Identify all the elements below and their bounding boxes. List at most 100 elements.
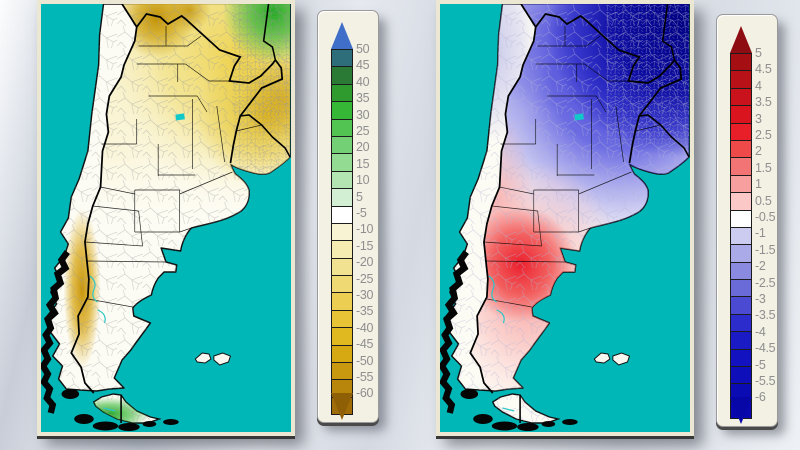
colorbar-label: -6 (755, 390, 766, 405)
colorbar-label: 3 (755, 111, 762, 126)
colorbar-label: 30 (356, 107, 370, 122)
colorbar-cell (332, 344, 352, 363)
colorbar-label: 4.5 (755, 62, 772, 77)
colorbar-label: -4.5 (755, 341, 776, 356)
colorbar-cell (731, 122, 751, 140)
colorbar-cell (332, 222, 352, 241)
colorbar-label: -5 (755, 357, 766, 372)
colorbar-cell (332, 240, 352, 258)
colorbar-label: -3 (755, 292, 766, 306)
colorbar-cell (332, 309, 352, 328)
colorbar-label: -25 (356, 271, 374, 286)
precip-anomaly-map-panel (37, 0, 295, 436)
mar-chiquita-lake (574, 113, 584, 121)
temp-colorbar-labels: 5 4.5 4 3.5 3 2.5 2 1.5 1 0.5 -0.5 -1 -1.5 -2 -2.5 -3 -3… (755, 46, 779, 416)
temp-colorbar-cells (730, 53, 752, 420)
colorbar-cell (332, 379, 352, 397)
colorbar-label: -2 (755, 259, 766, 274)
colorbar-cell (731, 87, 751, 106)
colorbar-cell (731, 139, 751, 158)
colorbar-label: -40 (356, 320, 374, 335)
colorbar-cell (332, 135, 352, 154)
colorbar-cell (731, 313, 751, 332)
colorbar-cell (731, 105, 751, 123)
colorbar-label: 4 (755, 78, 762, 93)
colorbar-label: 3.5 (755, 95, 772, 110)
isla-de-los-estados (562, 419, 578, 425)
anomaly-field (44, 4, 291, 423)
precip-colorbar-labels: 50 45 40 35 30 25 20 15 10 5 -5 -10 -15 -20 -25 -30 -35-… (356, 42, 380, 412)
colorbar-cell (332, 327, 352, 345)
fjord-coastline (440, 250, 578, 431)
colorbar-label: -1 (755, 226, 766, 241)
colorbar-label: -2.5 (755, 275, 776, 290)
temp-colorbar-panel: 5 4.5 4 3.5 3 2.5 2 1.5 1 0.5 -0.5 -1 -1.5 -2 -2.5 -3 -3… (716, 14, 778, 427)
colorbar-label: 50 (356, 42, 370, 56)
colorbar-cell (731, 348, 751, 367)
colorbar-label: 15 (356, 156, 370, 171)
colorbar-label: -60 (356, 386, 374, 401)
argentina-map-left (41, 4, 291, 432)
colorbar-arrow-up (730, 26, 752, 53)
colorbar-arrow-up (331, 22, 353, 49)
colorbar-cell (731, 244, 751, 262)
colorbar-label: -0.5 (755, 210, 776, 224)
colorbar-label: -35 (356, 304, 374, 319)
colorbar-label: 5 (356, 189, 363, 204)
colorbar-cell (332, 101, 352, 119)
rivers-and-lakes (488, 113, 584, 412)
colorbar-cell (332, 205, 352, 223)
colorbar-label: -55 (356, 370, 374, 384)
colorbar-cell (731, 174, 751, 193)
colorbar-cell (731, 209, 751, 227)
rivers-and-lakes (89, 113, 185, 412)
colorbar-cell (731, 70, 751, 88)
colorbar-cell (731, 296, 751, 314)
colorbar-label: -5.5 (755, 374, 776, 388)
colorbar-cell (731, 279, 751, 297)
colorbar-label: -1.5 (755, 242, 776, 257)
colorbar-label: 5 (755, 46, 762, 60)
colorbar-cell (332, 275, 352, 293)
colorbar-label: -50 (356, 353, 374, 368)
colorbar-cell (332, 170, 352, 189)
fjord-coastline (41, 250, 179, 431)
colorbar-label: 20 (356, 140, 370, 155)
precip-colorbar-panel: 50 45 40 35 30 25 20 15 10 5 -5 -10 -15 -20 -25 -30 -35-… (317, 10, 379, 423)
colorbar-label: 25 (356, 124, 370, 138)
colorbar-cell (332, 292, 352, 310)
colorbar-cell (731, 54, 751, 71)
colorbar-label: -15 (356, 238, 374, 253)
province-borders (483, 26, 661, 308)
colorbar-cell (731, 366, 751, 384)
falkland-islands (593, 352, 631, 366)
colorbar-label: -4 (755, 324, 766, 339)
colorbar-cell (731, 383, 751, 401)
mar-chiquita-lake (175, 113, 185, 121)
colorbar-label: -5 (356, 206, 367, 220)
colorbar-cell (332, 257, 352, 276)
colorbar-label: -45 (356, 337, 374, 352)
temp-anomaly-map-panel (436, 0, 694, 436)
colorbar-cell (731, 192, 751, 210)
colorbar-label: 1.5 (755, 160, 772, 175)
falkland-islands (194, 352, 232, 366)
colorbar-label: 0.5 (755, 193, 772, 208)
argentina-map-right (440, 4, 690, 432)
precip-colorbar-cells (331, 49, 353, 416)
colorbar-cell (731, 331, 751, 349)
colorbar-cell (332, 188, 352, 206)
colorbar-cell (731, 261, 751, 280)
colorbar-cell (332, 153, 352, 171)
province-borders (84, 26, 262, 308)
colorbar-label: 2 (755, 144, 762, 159)
colorbar-label: 2.5 (755, 128, 772, 142)
colorbar-cell (332, 362, 352, 380)
colorbar-label: 40 (356, 74, 370, 89)
colorbar-cell (332, 118, 352, 136)
colorbar-label: 45 (356, 58, 370, 73)
colorbar-label: 35 (356, 91, 370, 106)
colorbar-label: 10 (356, 173, 370, 188)
colorbar-label: 1 (755, 177, 762, 192)
colorbar-label: -3.5 (755, 308, 776, 323)
